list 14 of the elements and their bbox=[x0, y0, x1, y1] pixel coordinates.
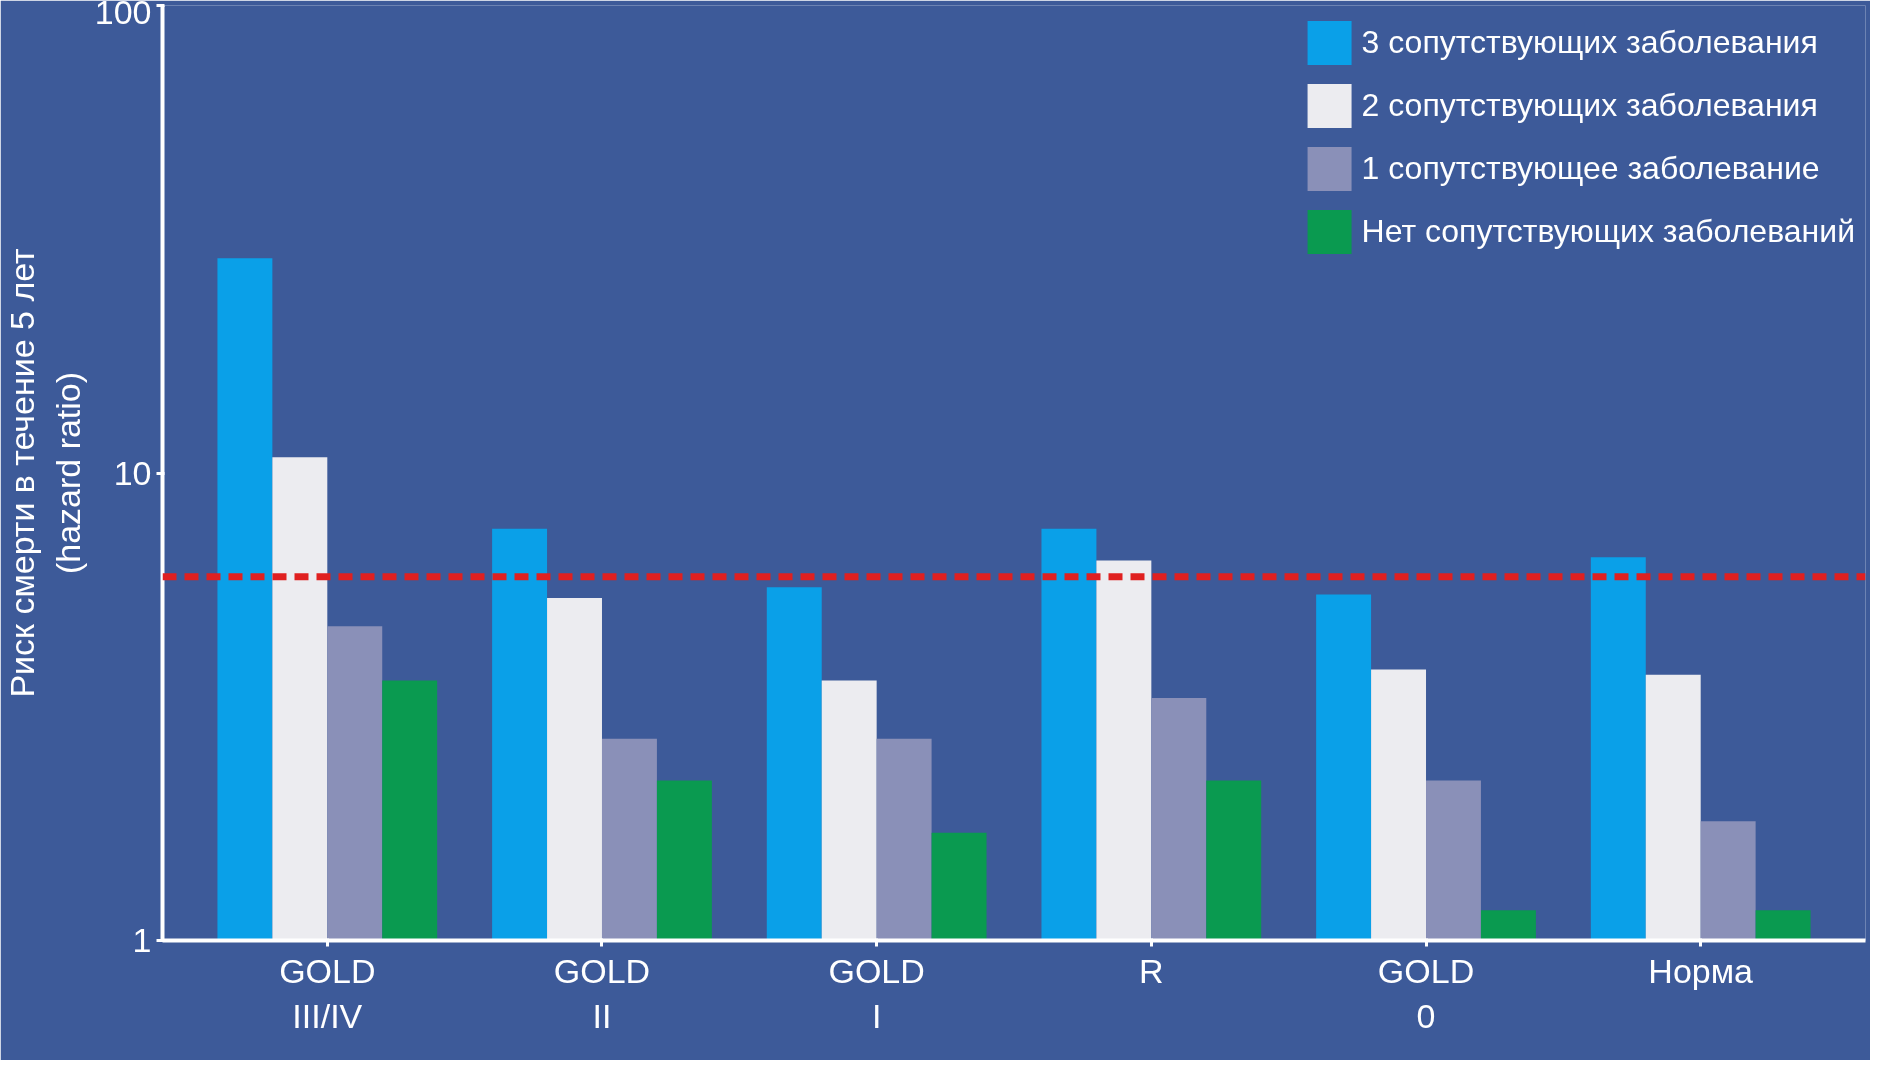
y-tick-label: 1 bbox=[132, 921, 152, 959]
y-axis-title: Риск смерти в течение 5 лет (hazard ratio) bbox=[3, 248, 87, 698]
x-tick-label: GOLD III/IV bbox=[279, 951, 376, 1036]
legend-label: 2 сопутствующих заболевания bbox=[1361, 87, 1818, 124]
x-tick-label: GOLD 0 bbox=[1377, 951, 1475, 1036]
legend-label: 1 сопутствующее заболевание bbox=[1361, 150, 1820, 187]
x-tick-label: Норма bbox=[1648, 951, 1754, 990]
x-tick-label: R bbox=[1139, 951, 1164, 990]
x-tick-label: GOLD II bbox=[553, 951, 651, 1036]
x-tick-label: GOLD I bbox=[828, 951, 925, 1036]
y-tick-label: 100 bbox=[94, 0, 152, 31]
y-tick-label: 10 bbox=[113, 453, 152, 492]
legend-label: 3 сопутствующих заболевания bbox=[1361, 24, 1818, 61]
legend-label: Нет сопутствующих заболеваний bbox=[1361, 213, 1855, 250]
